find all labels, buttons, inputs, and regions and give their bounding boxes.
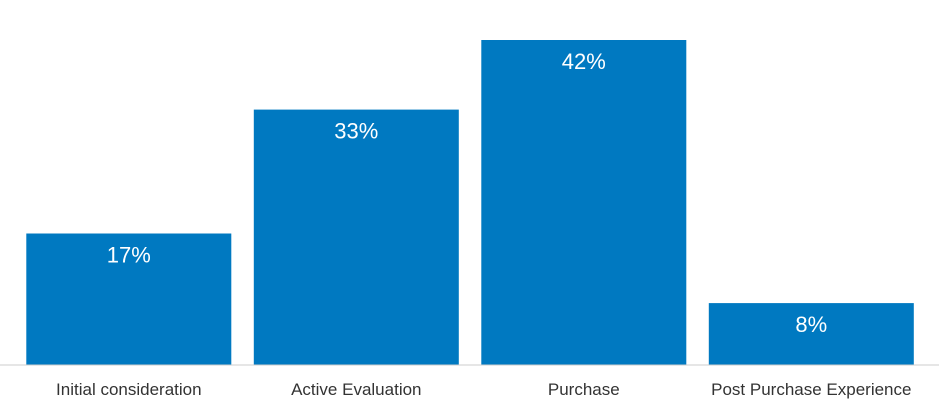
- bar-1: [253, 109, 459, 365]
- bar-3: [708, 303, 914, 365]
- bar-2: [481, 40, 687, 365]
- data-labels-group: 17% 33% 42% 8%: [107, 49, 827, 337]
- category-label-2: Purchase: [548, 380, 620, 399]
- data-label-0: 17%: [107, 243, 151, 268]
- bar-0: [26, 233, 232, 365]
- category-labels-group: Initial consideration Active Evaluation Pu…: [56, 380, 911, 399]
- category-label-3: Post Purchase Experience: [711, 380, 911, 399]
- data-label-2: 42%: [562, 49, 606, 74]
- category-label-1: Active Evaluation: [291, 380, 421, 399]
- data-label-3: 8%: [795, 312, 827, 337]
- data-label-1: 33%: [334, 119, 378, 144]
- bars-group: [26, 40, 914, 365]
- category-label-0: Initial consideration: [56, 380, 202, 399]
